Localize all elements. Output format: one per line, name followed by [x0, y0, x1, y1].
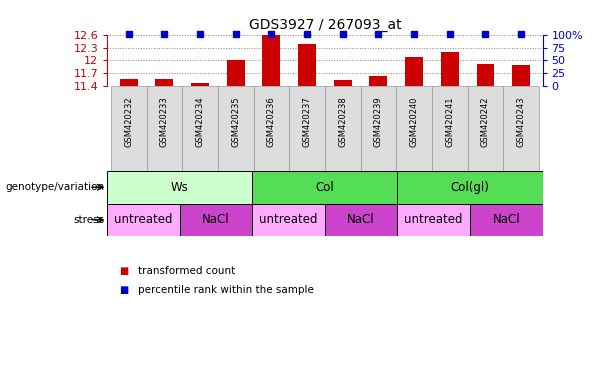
Bar — [325, 204, 397, 236]
Text: ■: ■ — [120, 285, 129, 295]
Text: Col: Col — [316, 181, 334, 194]
Text: Ws: Ws — [171, 181, 189, 194]
Bar — [360, 86, 396, 171]
Title: GDS3927 / 267093_at: GDS3927 / 267093_at — [249, 18, 401, 32]
Text: GSM420243: GSM420243 — [517, 96, 525, 147]
Text: transformed count: transformed count — [138, 266, 235, 276]
Text: GSM420236: GSM420236 — [267, 96, 276, 147]
Text: untreated: untreated — [114, 214, 173, 226]
Bar — [289, 86, 325, 171]
Text: GSM420239: GSM420239 — [374, 96, 383, 147]
Text: GSM420242: GSM420242 — [481, 96, 490, 147]
Text: NaCl: NaCl — [348, 214, 375, 226]
Bar — [441, 52, 459, 86]
Text: GSM420233: GSM420233 — [160, 96, 169, 147]
Bar — [147, 86, 182, 171]
Bar — [180, 204, 253, 236]
Text: GSM420240: GSM420240 — [409, 96, 419, 147]
Bar — [503, 86, 539, 171]
Text: GSM420237: GSM420237 — [303, 96, 311, 147]
Bar — [405, 56, 423, 86]
Text: GSM420241: GSM420241 — [445, 96, 454, 147]
Text: NaCl: NaCl — [492, 214, 520, 226]
Bar — [156, 79, 173, 86]
Bar — [107, 204, 180, 236]
Text: ■: ■ — [120, 266, 129, 276]
Bar — [370, 76, 387, 86]
Text: untreated: untreated — [259, 214, 318, 226]
Text: GSM420238: GSM420238 — [338, 96, 347, 147]
Text: GSM420234: GSM420234 — [196, 96, 205, 147]
Bar — [191, 83, 209, 86]
Bar — [298, 45, 316, 86]
Bar — [325, 86, 360, 171]
Text: genotype/variation: genotype/variation — [5, 182, 104, 192]
Text: stress: stress — [73, 215, 104, 225]
Bar — [227, 60, 245, 86]
Text: percentile rank within the sample: percentile rank within the sample — [138, 285, 314, 295]
Bar — [512, 65, 530, 86]
Bar — [254, 86, 289, 171]
Text: Col(gl): Col(gl) — [451, 181, 489, 194]
Bar — [120, 79, 137, 86]
Bar — [262, 35, 280, 86]
Bar — [253, 171, 397, 204]
Text: untreated: untreated — [405, 214, 463, 226]
Text: GSM420235: GSM420235 — [231, 96, 240, 147]
Bar — [107, 171, 253, 204]
Bar — [432, 86, 468, 171]
Bar — [396, 86, 432, 171]
Text: GSM420232: GSM420232 — [124, 96, 133, 147]
Bar — [470, 204, 543, 236]
Bar — [334, 80, 352, 86]
Bar — [182, 86, 218, 171]
Text: NaCl: NaCl — [202, 214, 230, 226]
Bar — [476, 63, 494, 86]
Bar — [397, 204, 470, 236]
Bar — [468, 86, 503, 171]
Bar — [253, 204, 325, 236]
Bar — [397, 171, 543, 204]
Bar — [218, 86, 254, 171]
Bar — [111, 86, 147, 171]
